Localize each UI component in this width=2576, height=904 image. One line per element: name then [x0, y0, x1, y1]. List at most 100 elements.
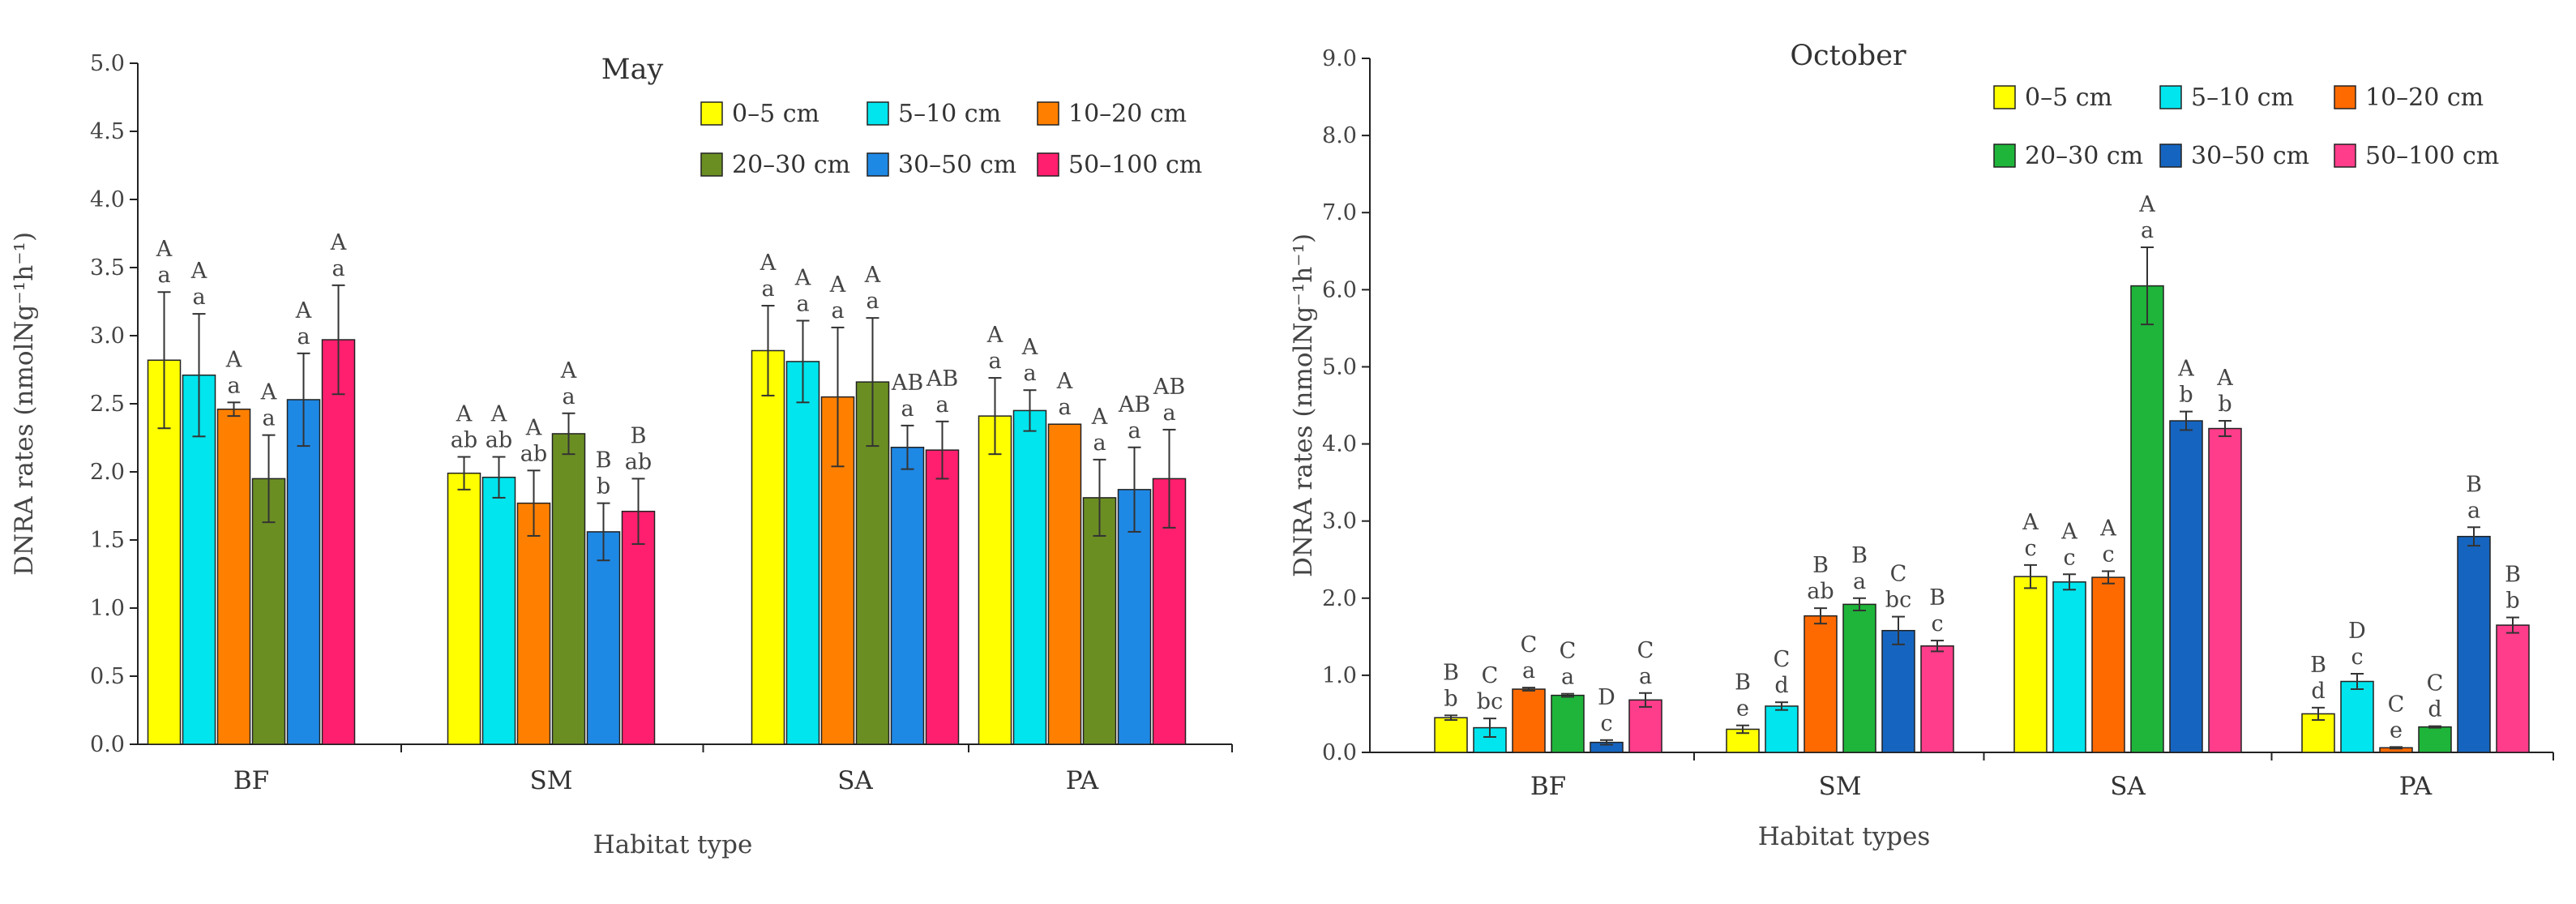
significance-lower-label: a [796, 292, 809, 317]
bar [890, 447, 925, 745]
bar [447, 472, 481, 745]
legend-label: 20–30 cm [732, 151, 850, 179]
significance-lower-label: a [2467, 498, 2480, 523]
significance-lower-label: a [332, 256, 344, 281]
chart-may: May 0.0 0.5 1.0 1.5 2.0 2.5 3.0 3.5 4.0 4.5 5.0 DNRA… [10, 51, 1233, 859]
bar [2496, 624, 2530, 753]
significance-upper-label: A [1056, 369, 1073, 394]
x-category-label: SM [530, 766, 573, 795]
y-tick-label: 3.5 [90, 255, 125, 281]
significance-upper-label: A [2060, 519, 2077, 544]
y-tick-label: 5.0 [90, 51, 125, 76]
significance-upper-label: B [1735, 671, 1751, 696]
x-category-label: PA [2399, 772, 2433, 801]
legend-label: 5–10 cm [2191, 84, 2294, 112]
legend-label: 10–20 cm [2365, 84, 2484, 112]
y-tick-label: 2.0 [1322, 586, 1357, 611]
bar [1842, 603, 1876, 753]
y-axis-title: DNRA rates (nmolNg⁻¹h⁻¹) [1289, 233, 1318, 577]
significance-upper-label: AB [926, 366, 958, 392]
x-axis-title: Habitat types [1758, 822, 1931, 851]
chart-title: October [1790, 40, 1906, 72]
significance-lower-label: c [2102, 542, 2114, 567]
bar [1082, 497, 1117, 745]
bar [286, 399, 321, 745]
y-tick-label: 8.0 [1322, 123, 1357, 148]
y-tick-label: 7.0 [1322, 200, 1357, 225]
significance-lower-label: ab [1807, 579, 1834, 604]
y-tick-label: 1.0 [1322, 663, 1357, 688]
significance-upper-label: AB [1153, 375, 1185, 400]
legend-swatch [700, 101, 723, 126]
y-tick-label: 6.0 [1322, 277, 1357, 302]
bar [516, 502, 551, 745]
y-tick-label: 4.5 [90, 119, 125, 144]
significance-upper-label: B [2505, 563, 2521, 588]
significance-lower-label: c [2063, 545, 2075, 570]
bar [2169, 420, 2203, 753]
significance-lower-label: a [1128, 418, 1140, 443]
significance-lower-label: d [1774, 673, 1788, 698]
significance-lower-label: bc [1477, 689, 1503, 714]
significance-upper-label: B [1929, 585, 1945, 611]
significance-lower-label: a [935, 392, 948, 418]
bar [1012, 409, 1047, 745]
legend-swatch [1993, 144, 2016, 168]
significance-upper-label: A [2099, 516, 2116, 541]
bar [2091, 576, 2125, 753]
significance-upper-label: A [794, 266, 811, 291]
significance-lower-label: a [262, 406, 275, 431]
y-tick-label: 5.0 [1322, 354, 1357, 379]
significance-upper-label: A [525, 415, 542, 440]
legend-swatch [2334, 85, 2356, 109]
y-tick-label: 1.5 [90, 528, 125, 553]
bar [2340, 680, 2374, 753]
significance-lower-label: a [988, 349, 1001, 374]
y-tick-label: 4.0 [90, 187, 125, 212]
significance-upper-label: C [2427, 671, 2444, 696]
legend-label: 10–20 cm [1068, 100, 1187, 128]
significance-upper-label: AB [1118, 392, 1150, 418]
significance-upper-label: A [2216, 366, 2233, 391]
bar [216, 408, 251, 745]
significance-upper-label: A [190, 259, 208, 284]
significance-lower-label: c [2024, 536, 2036, 561]
x-category-label: SM [1819, 772, 1862, 801]
significance-upper-label: AB [891, 371, 923, 396]
x-category-label: BF [1530, 772, 1566, 801]
bar [1047, 423, 1082, 745]
bar [586, 531, 621, 745]
significance-upper-label: A [1021, 335, 1038, 360]
significance-lower-label: a [562, 384, 575, 409]
y-tick-label: 0.0 [90, 732, 125, 757]
x-category-label: SA [2110, 772, 2146, 801]
bar [2013, 576, 2048, 753]
significance-upper-label: A [456, 402, 473, 427]
significance-lower-label: b [1444, 686, 1457, 711]
significance-upper-label: C [1482, 663, 1499, 688]
significance-upper-label: A [829, 272, 846, 298]
significance-lower-label: b [2179, 383, 2193, 408]
bar [1881, 629, 1915, 753]
significance-lower-label: a [866, 289, 879, 314]
significance-upper-label: A [490, 402, 507, 427]
significance-lower-label: a [1853, 569, 1866, 594]
significance-upper-label: B [1812, 553, 1829, 578]
significance-upper-label: C [1637, 638, 1654, 663]
significance-upper-label: A [295, 298, 312, 323]
x-category-label: PA [1066, 766, 1099, 795]
legend-swatch [2159, 85, 2182, 109]
significance-lower-label: d [2428, 697, 2441, 722]
significance-lower-label: c [2351, 645, 2363, 670]
y-tick-label: 3.0 [1322, 509, 1357, 534]
significance-lower-label: a [901, 396, 914, 422]
legend-label: 50–100 cm [2365, 142, 2499, 170]
significance-lower-label: a [1561, 665, 1574, 690]
significance-lower-label: a [227, 373, 240, 398]
legend-label: 30–50 cm [2191, 142, 2309, 170]
chart-title: May [601, 54, 664, 86]
y-tick-label: 3.0 [90, 323, 125, 349]
significance-upper-label: C [1521, 632, 1538, 658]
significance-lower-label: a [831, 298, 844, 323]
